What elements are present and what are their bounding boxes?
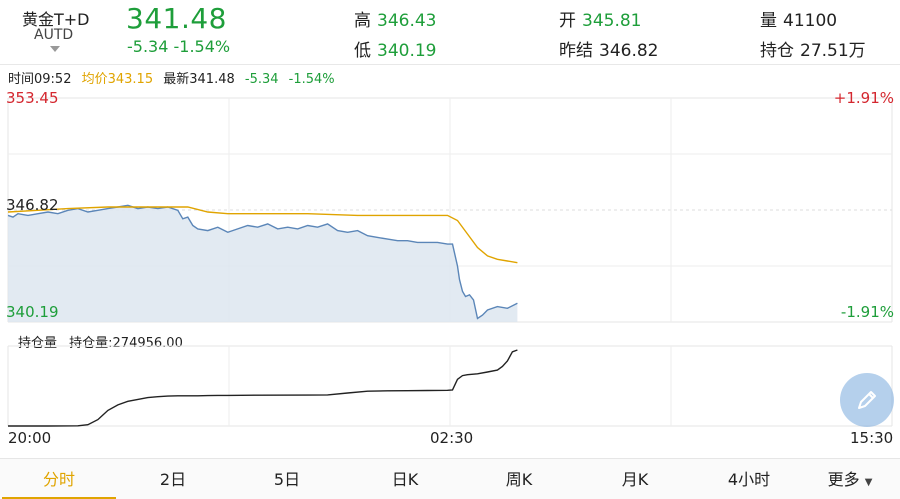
tab-more-label: 更多 — [827, 470, 860, 489]
volume-value: 41100 — [783, 11, 838, 31]
price-mid-label: 346.82 — [6, 196, 59, 214]
open-interest-stat: 持仓 27.51万 — [760, 36, 866, 61]
high-label: 高 — [354, 11, 371, 31]
symbol-code[interactable]: AUTD — [34, 27, 74, 43]
price-bottom-label: 340.19 — [6, 303, 59, 321]
tab-4hour[interactable]: 4小时 — [727, 470, 771, 489]
open-value: 345.81 — [582, 11, 642, 31]
last-price: 341.48 — [126, 2, 227, 35]
open-interest-line — [8, 349, 518, 427]
price-line — [7, 204, 518, 320]
symbol-name[interactable]: 黄金T+D — [22, 10, 90, 29]
tab-more[interactable]: 更多 ▼ — [800, 459, 900, 499]
open-label: 开 — [559, 11, 576, 31]
high-stat: 高 346.43 — [354, 6, 436, 31]
low-value: 340.19 — [377, 41, 437, 61]
info-change-pct: -1.54% — [288, 72, 335, 87]
high-value: 346.43 — [377, 11, 437, 31]
chevron-down-icon[interactable] — [50, 46, 60, 52]
prev-close-label: 昨结 — [559, 41, 593, 61]
open-interest-label: 持仓 — [760, 41, 794, 61]
change-value: -5.34 — [127, 37, 169, 56]
tab-2day[interactable]: 2日 — [159, 470, 187, 489]
price-chart[interactable] — [0, 88, 900, 326]
period-tabs: 分时 2日 5日 日K 周K 月K 4小时 更多 ▼ — [0, 458, 900, 499]
change-pct: -1.54% — [173, 37, 231, 56]
pct-top-label: +1.91% — [833, 89, 894, 107]
oi-value: 持仓量:274956.00 — [69, 336, 183, 351]
avg-price-line — [7, 206, 518, 264]
info-latest: 最新341.48 — [163, 72, 235, 87]
time-axis-mid: 02:30 — [430, 429, 474, 447]
oi-title: 持仓量 — [18, 336, 58, 351]
pct-bottom-label: -1.91% — [840, 303, 894, 321]
time-axis-start: 20:00 — [8, 429, 52, 447]
tab-intraday[interactable]: 分时 — [2, 459, 116, 499]
tab-5day[interactable]: 5日 — [273, 470, 301, 489]
oi-grid — [7, 345, 893, 427]
tab-weekly-k[interactable]: 周K — [505, 470, 533, 489]
tab-monthly-k[interactable]: 月K — [621, 470, 649, 489]
crosshair-info: 时间09:52 均价343.15 最新341.48 -5.34 -1.54% — [8, 68, 341, 87]
prev-close-stat: 昨结 346.82 — [559, 36, 658, 61]
open-interest-chart[interactable] — [0, 328, 900, 428]
quote-header: 黄金T+D AUTD 341.48 -5.34 -1.54% 高 346.43 低… — [0, 0, 900, 63]
low-label: 低 — [354, 41, 371, 61]
volume-stat: 量 41100 — [760, 6, 837, 31]
low-stat: 低 340.19 — [354, 36, 436, 61]
open-interest-value: 27.51万 — [800, 41, 866, 61]
pencil-icon — [858, 391, 876, 409]
price-area-fill — [8, 205, 518, 322]
price-change: -5.34 -1.54% — [127, 37, 230, 56]
info-change: -5.34 — [244, 72, 279, 87]
info-avg-price: 均价343.15 — [81, 72, 154, 87]
volume-label: 量 — [760, 11, 777, 31]
header-divider — [0, 64, 900, 65]
time-axis-end: 15:30 — [850, 429, 894, 447]
oi-legend: 持仓量 持仓量:274956.00 — [18, 332, 191, 351]
price-top-label: 353.45 — [6, 89, 59, 107]
chevron-down-icon: ▼ — [864, 477, 873, 488]
tab-daily-k[interactable]: 日K — [391, 470, 419, 489]
draw-tool-button[interactable] — [840, 373, 894, 427]
prev-close-value: 346.82 — [599, 41, 659, 61]
open-stat: 开 345.81 — [559, 6, 641, 31]
info-time: 时间09:52 — [8, 72, 72, 87]
